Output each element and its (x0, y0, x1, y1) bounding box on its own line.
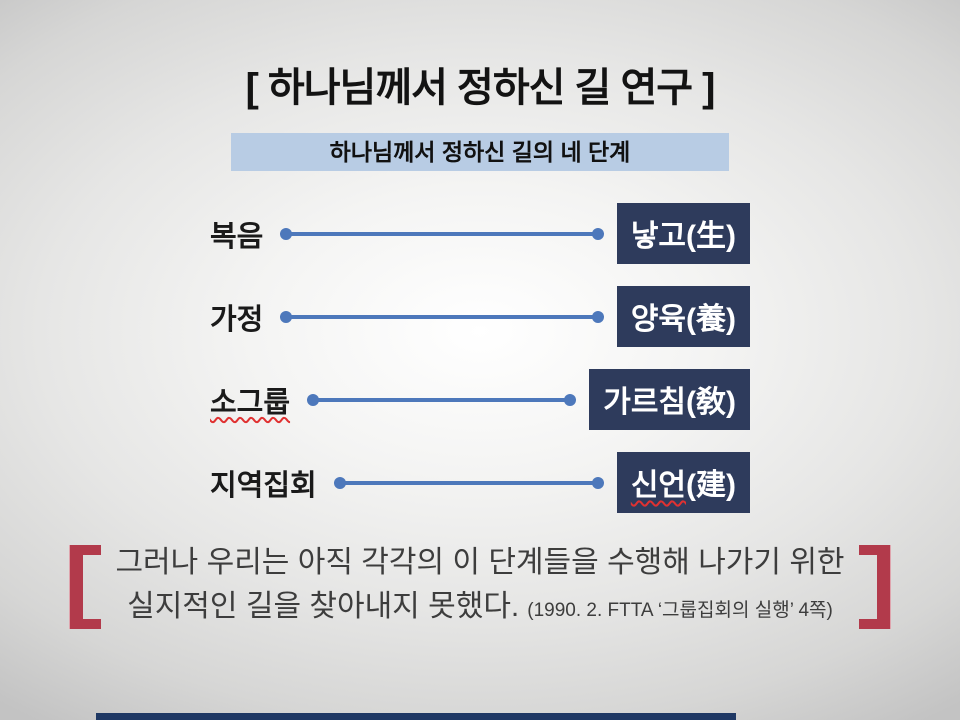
stage-box-tail: (建) (686, 469, 736, 502)
connector-line (280, 227, 605, 240)
quote-block: 그러나 우리는 아직 각각의 이 단계들을 수행해 나가기 위한 실지적인 길을… (0, 541, 960, 633)
stage-box: 양육(養) (616, 286, 750, 347)
quote-line-2-text: 실지적인 길을 찾아내지 못했다. (127, 590, 520, 623)
stages-diagram: 복음 낳고(生) 가정 양육(養) 소그룹 가르침(敎) 지역집회 신언(建) (210, 203, 750, 513)
quote-citation: (1990. 2. FTTA ‘그룹집회의 실행’ 4쪽) (527, 600, 833, 621)
stage-row-gospel: 복음 낳고(生) (210, 203, 750, 264)
connector-line (280, 310, 605, 323)
stage-label: 가정 (210, 303, 264, 336)
stage-box-main-spellcheck: 신언 (630, 469, 687, 502)
stage-box: 가르침(敎) (589, 369, 750, 430)
left-bracket-decoration (70, 545, 101, 629)
stage-row-home: 가정 양육(養) (210, 286, 750, 347)
stage-row-local-meeting: 지역집회 신언(建) (210, 452, 750, 513)
stage-box: 신언(建) (616, 452, 750, 513)
bottom-accent-bar (96, 713, 736, 720)
connector-line (333, 476, 604, 489)
quote-line-2: 실지적인 길을 찾아내지 못했다. (1990. 2. FTTA ‘그룹집회의 실… (101, 585, 859, 633)
stage-row-small-group: 소그룹 가르침(敎) (210, 369, 750, 430)
subtitle-banner: 하나님께서 정하신 길의 네 단계 (231, 133, 729, 171)
stage-box: 낳고(生) (616, 203, 750, 264)
right-bracket-decoration (859, 545, 890, 629)
stage-label: 복음 (210, 220, 264, 253)
quote-text: 그러나 우리는 아직 각각의 이 단계들을 수행해 나가기 위한 실지적인 길을… (101, 541, 859, 633)
stage-label: 지역집회 (210, 469, 317, 502)
slide-title: [ 하나님께서 정하신 길 연구 ] (245, 66, 715, 110)
stage-label-spellcheck: 소그룹 (210, 386, 291, 419)
connector-line (307, 393, 577, 406)
quote-line-1: 그러나 우리는 아직 각각의 이 단계들을 수행해 나가기 위한 (115, 546, 845, 579)
